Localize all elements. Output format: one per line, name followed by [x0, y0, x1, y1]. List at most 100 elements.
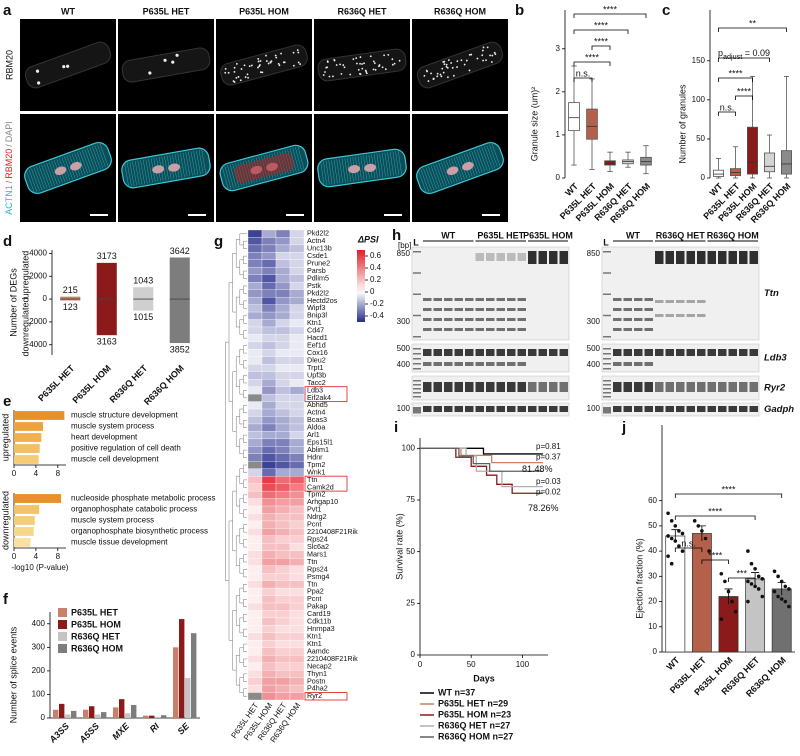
cell: [220, 44, 308, 86]
bar: [71, 710, 77, 718]
heat-cell: [289, 640, 305, 648]
heat-cell: [247, 356, 263, 365]
heat-cell: [261, 356, 277, 365]
panel-letter: c: [662, 2, 670, 19]
heat-cell: [275, 655, 291, 663]
gel-band: [549, 406, 558, 412]
dendrogram-branch: [239, 677, 244, 693]
heat-cell: [247, 408, 263, 417]
data-point: [677, 529, 681, 533]
gel-band: [676, 406, 685, 412]
heat-cell: [247, 431, 263, 440]
gel-band: [644, 382, 653, 392]
gel-band: [507, 382, 516, 392]
striation: [387, 152, 392, 177]
heat-cell: [247, 513, 263, 522]
heat-cell: [289, 274, 305, 283]
granule: [335, 64, 338, 66]
row-label: Card19: [307, 609, 331, 618]
heat-cell: [289, 677, 305, 686]
gel-band: [496, 349, 505, 356]
data-point: [726, 589, 731, 594]
dendrogram-branch: [243, 360, 247, 369]
heat-cell: [289, 252, 305, 260]
row-label: Csde1: [307, 251, 328, 260]
data-point: [669, 561, 674, 566]
gel-band: [538, 349, 547, 356]
ladder-band: [413, 251, 421, 253]
heat-cell: [247, 632, 263, 641]
gel-band: [707, 406, 716, 412]
y-tick-label: 50: [406, 547, 415, 556]
gel-band: [465, 349, 474, 356]
row-label: Hacd1: [307, 333, 328, 342]
heat-cell: [247, 662, 263, 671]
heat-cell: [275, 326, 291, 335]
heat-cell: [247, 393, 263, 402]
data-point: [677, 544, 681, 548]
gel-band: [507, 362, 516, 366]
ladder-band: [413, 358, 421, 360]
gel-band: [528, 382, 537, 392]
dendrogram-branch: [235, 535, 240, 566]
value-label: 1015: [133, 312, 153, 322]
heat-cell: [261, 349, 277, 357]
annotation: ****: [721, 484, 736, 494]
granule: [66, 64, 70, 68]
granule: [250, 64, 253, 67]
granule: [257, 60, 260, 63]
colorbar-tick-label: -0.4: [370, 311, 384, 320]
heat-cell: [261, 334, 277, 343]
colorbar: [357, 250, 365, 322]
dendrogram-branch: [239, 378, 244, 395]
gel-band: [538, 251, 547, 264]
y-tick-label: 4000: [29, 249, 47, 258]
group-label: WT: [441, 230, 455, 240]
gel-band: [644, 308, 653, 311]
gel-band: [496, 253, 505, 261]
striation: [297, 146, 305, 170]
ladder-band: [603, 412, 611, 414]
gel-band: [486, 253, 495, 261]
ladder-band: [413, 314, 421, 317]
gel-band: [728, 349, 737, 356]
ladder-band: [603, 314, 611, 317]
striation: [289, 148, 297, 172]
y-tick-label: 50: [696, 134, 705, 143]
dendrogram-branch: [235, 296, 240, 328]
gene-label: Gadph: [764, 404, 794, 415]
granule: [259, 71, 262, 74]
gel-band: [444, 298, 453, 301]
data-point: [673, 539, 678, 543]
ladder-band: [603, 396, 611, 398]
ladder-label: L: [603, 237, 609, 247]
granule: [369, 55, 372, 58]
striation: [333, 159, 338, 184]
row-label: 2210408F21Rik: [307, 654, 358, 663]
highlight-box: [304, 692, 348, 701]
ladder-band: [603, 409, 611, 411]
row-label: Bnip3l: [307, 311, 327, 320]
granule: [361, 67, 364, 70]
value-label: 1043: [133, 276, 153, 286]
heat-cell: [275, 543, 291, 551]
heat-cell: [261, 393, 277, 402]
granule: [257, 58, 260, 60]
heat-cell: [275, 625, 291, 634]
y-axis-label: upregulated: [0, 414, 10, 462]
dendrogram-branch: [239, 468, 244, 484]
gel-band: [613, 328, 622, 331]
striation: [473, 150, 483, 173]
striation: [418, 170, 427, 194]
gel-band: [634, 308, 643, 311]
row-label: Hectd2os: [307, 296, 338, 305]
heat-cell: [275, 632, 291, 641]
size-marker: 100: [587, 404, 601, 413]
annotation: ****: [585, 52, 600, 62]
column-label: R636Q HET: [337, 6, 387, 16]
y-tick-label: 100: [692, 95, 706, 104]
granule: [280, 52, 282, 55]
striation: [491, 143, 501, 167]
gel-band: [538, 382, 547, 392]
